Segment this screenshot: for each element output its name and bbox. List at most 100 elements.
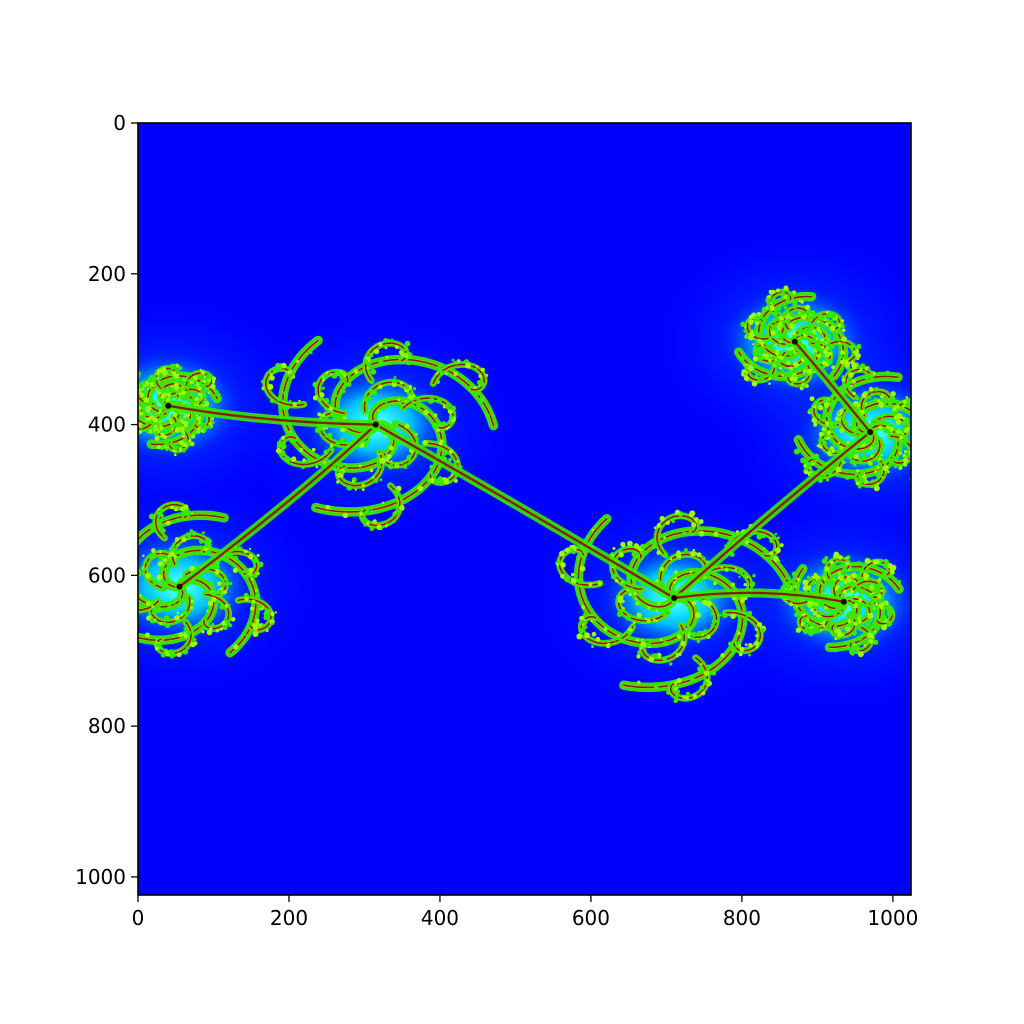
fractal-speckle <box>777 536 781 540</box>
fractal-speckle <box>149 420 153 424</box>
fractal-speckle <box>448 415 454 420</box>
fractal-speckle <box>768 358 772 363</box>
fractal-speckle <box>884 471 888 475</box>
fractal-speckle <box>181 536 187 543</box>
fractal-speckle <box>394 442 398 447</box>
fractal-speckle <box>705 679 709 683</box>
fractal-speckle <box>881 476 884 479</box>
fractal-speckle <box>823 338 829 343</box>
fractal-speckle <box>853 643 856 646</box>
fractal-speckle <box>329 444 334 448</box>
fractal-speckle <box>161 365 164 369</box>
fractal-speckle <box>775 547 781 554</box>
fractal-speckle <box>806 368 813 375</box>
fractal-speckle <box>366 367 369 370</box>
fractal-speckle <box>126 625 129 628</box>
fractal-speckle <box>867 632 874 639</box>
fractal-speckle <box>828 577 834 583</box>
fractal-speckle <box>641 638 644 642</box>
fractal-speckle <box>778 316 784 321</box>
fractal-speckle <box>206 629 213 636</box>
fractal-speckle <box>783 295 788 299</box>
spiral-core <box>670 594 677 601</box>
fractal-speckle <box>211 591 217 597</box>
fractal-speckle <box>925 417 930 422</box>
fractal-speckle <box>902 399 907 404</box>
fractal-speckle <box>863 643 867 647</box>
fractal-speckle <box>743 573 748 578</box>
fractal-speckle <box>646 618 651 623</box>
fractal-speckle <box>182 442 188 448</box>
fractal-speckle <box>735 530 739 534</box>
fractal-speckle <box>783 305 788 310</box>
fractal-speckle <box>676 550 681 556</box>
fractal-speckle <box>842 563 848 569</box>
fractal-speckle <box>873 485 880 492</box>
fractal-speckle <box>335 467 341 472</box>
fractal-speckle <box>711 618 717 624</box>
fractal-speckle <box>879 448 885 454</box>
spiral-arm-filament <box>432 363 485 391</box>
fractal-speckle <box>627 630 632 635</box>
fractal-speckle <box>829 560 834 565</box>
fractal-speckle <box>635 601 640 606</box>
fractal-speckle <box>747 364 754 371</box>
fractal-speckle <box>119 635 124 640</box>
fractal-speckle <box>904 417 910 424</box>
fractal-speckle <box>451 358 455 362</box>
fractal-speckle <box>248 553 254 560</box>
fractal-speckle <box>869 445 872 448</box>
fractal-speckle <box>208 425 213 429</box>
fractal-speckle <box>188 439 192 443</box>
fractal-speckle <box>835 615 839 619</box>
fractal-speckle <box>739 355 745 361</box>
fractal-speckle <box>873 639 879 645</box>
fractal-speckle <box>128 417 133 422</box>
fractal-speckle <box>576 633 583 640</box>
fractal-speckle <box>890 437 893 440</box>
fractal-speckle <box>191 512 194 515</box>
fractal-speckle <box>404 399 407 403</box>
fractal-speckle <box>465 362 472 369</box>
fractal-speckle <box>822 624 826 628</box>
fractal-speckle <box>881 394 885 397</box>
fractal-speckle <box>376 459 380 464</box>
fractal-speckle <box>232 567 239 573</box>
fractal-speckle <box>730 652 734 656</box>
fractal-speckle <box>361 483 365 487</box>
fractal-speckle <box>752 356 758 362</box>
fractal-speckle <box>919 433 924 438</box>
fractal-speckle <box>922 415 925 418</box>
fractal-speckle <box>158 420 162 424</box>
fractal-speckle <box>174 426 181 433</box>
fractal-speckle <box>853 455 858 460</box>
fractal-speckle <box>816 413 822 419</box>
fractal-speckle <box>146 387 150 391</box>
fractal-speckle <box>898 451 903 455</box>
fractal-speckle <box>317 412 322 417</box>
fractal-speckle <box>214 392 219 397</box>
fractal-speckle <box>713 531 719 537</box>
fractal-speckle <box>233 644 239 650</box>
fractal-speckle <box>569 545 573 549</box>
fractal-speckle <box>906 446 911 452</box>
fractal-speckle <box>176 611 180 615</box>
fractal-speckle <box>653 618 656 622</box>
fractal-speckle <box>475 365 479 368</box>
fractal-speckle <box>882 397 887 401</box>
x-tick-label: 400 <box>421 906 459 930</box>
fractal-speckle <box>752 574 756 578</box>
fractal-speckle <box>904 450 908 454</box>
fractal-speckle <box>197 553 200 556</box>
fractal-speckle <box>381 501 385 504</box>
fractal-speckle <box>813 405 817 409</box>
fractal-speckle <box>368 371 371 374</box>
fractal-speckle <box>835 604 841 611</box>
fractal-speckle <box>230 616 236 622</box>
fractal-speckle <box>346 484 353 491</box>
fractal-speckle <box>123 386 126 389</box>
fractal-speckle <box>324 434 328 438</box>
fractal-speckle <box>845 561 850 566</box>
fractal-speckle <box>628 592 632 597</box>
fractal-speckle <box>391 378 397 384</box>
